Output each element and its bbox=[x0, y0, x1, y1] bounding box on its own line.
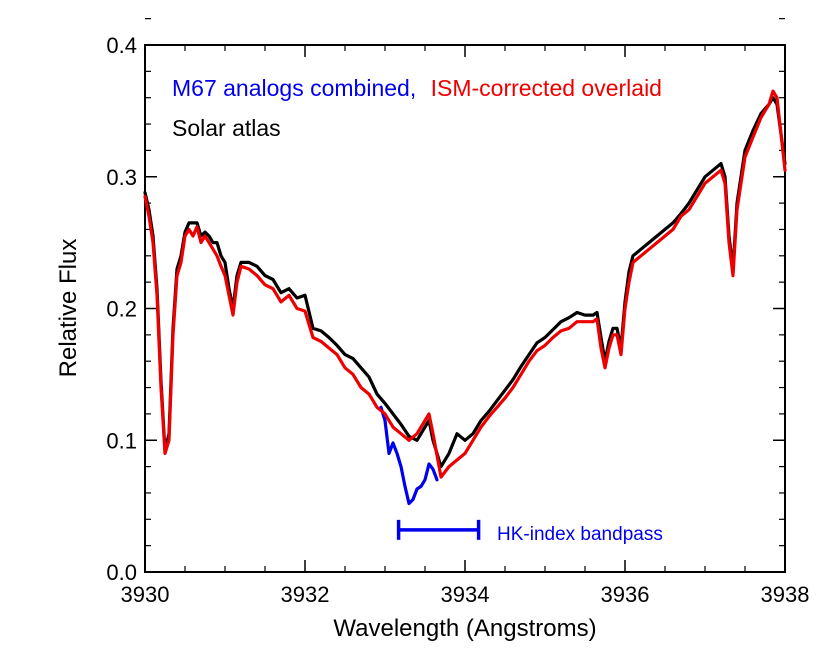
y-tick-label: 0.0 bbox=[106, 560, 137, 585]
legend-line-1: M67 analogs combined, ISM-corrected over… bbox=[172, 75, 662, 101]
y-axis-label: Relative Flux bbox=[55, 239, 82, 378]
series-layer bbox=[143, 89, 787, 506]
x-tick-label: 3934 bbox=[441, 582, 490, 607]
series-line-m67-analogs-combined bbox=[379, 405, 439, 506]
axis-ticks: 3930 3932 3934 3936 3938 0.0 0.1 0.2 0.3 0.4 bbox=[106, 18, 810, 607]
y-tick-label: 0.2 bbox=[106, 297, 137, 322]
legend-solar-atlas: Solar atlas bbox=[172, 115, 281, 141]
series-line-ism-corrected-overlaid bbox=[143, 89, 787, 479]
legend-ism-corrected: ISM-corrected overlaid bbox=[431, 75, 662, 101]
y-tick-label: 0.1 bbox=[106, 428, 137, 453]
y-tick-label: 0.4 bbox=[106, 33, 137, 58]
y-tick-label: 0.3 bbox=[106, 165, 137, 190]
legend-m67-combined: M67 analogs combined, bbox=[172, 75, 416, 101]
x-tick-label: 3932 bbox=[281, 582, 330, 607]
x-tick-label: 3930 bbox=[121, 582, 170, 607]
hk-bandpass-label: HK-index bandpass bbox=[497, 524, 663, 545]
x-tick-label: 3936 bbox=[601, 582, 650, 607]
series-line-solar-atlas bbox=[143, 96, 787, 469]
x-axis-label: Wavelength (Angstroms) bbox=[333, 615, 596, 642]
hk-bandpass-annotation bbox=[396, 519, 481, 540]
x-tick-label: 3938 bbox=[761, 582, 810, 607]
